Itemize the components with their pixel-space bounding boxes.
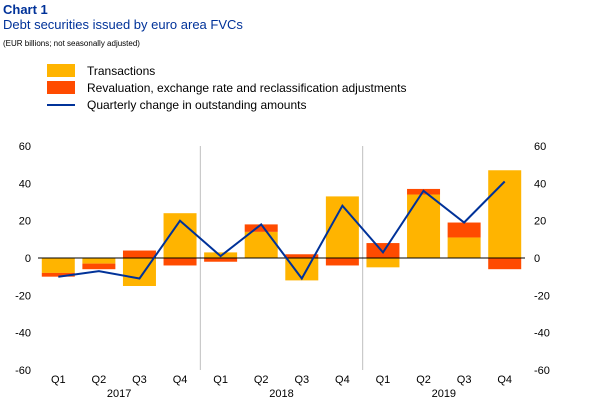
legend-swatch-transactions <box>47 64 75 77</box>
legend-label-quarterly-change: Quarterly change in outstanding amounts <box>87 97 307 112</box>
x-tick-label: Q1 <box>213 374 228 386</box>
bar-revaluation <box>122 250 156 258</box>
y-tick-label-left: -60 <box>15 365 31 377</box>
bar-revaluation <box>163 258 197 266</box>
bar-revaluation <box>244 224 278 232</box>
bar-transactions <box>41 258 75 273</box>
y-tick-label-right: 60 <box>534 141 546 153</box>
bar-transactions <box>407 194 441 258</box>
bar-revaluation <box>41 272 75 277</box>
legend-item-transactions: Transactions <box>47 62 407 79</box>
legend-swatch-revaluation <box>47 81 75 94</box>
y-tick-label-right: -40 <box>534 328 550 340</box>
bar-revaluation <box>488 258 522 270</box>
chart-title: Debt securities issued by euro area FVCs <box>3 17 243 32</box>
y-tick-label-left: 40 <box>19 178 31 190</box>
chart-header: Chart 1 Debt securities issued by euro a… <box>3 2 243 48</box>
y-tick-label-left: 20 <box>19 216 31 228</box>
bar-transactions <box>488 170 522 258</box>
x-tick-label: Q2 <box>254 374 269 386</box>
x-tick-label: Q3 <box>132 374 147 386</box>
x-tick-label: Q3 <box>294 374 309 386</box>
bar-revaluation <box>285 254 319 258</box>
y-tick-label-left: -40 <box>15 328 31 340</box>
legend-item-revaluation: Revaluation, exchange rate and reclassif… <box>47 79 407 96</box>
legend-item-quarterly-change: Quarterly change in outstanding amounts <box>47 96 407 113</box>
bar-revaluation <box>82 263 116 270</box>
y-tick-label-right: -60 <box>534 365 550 377</box>
y-tick-label-left: -20 <box>15 290 31 302</box>
x-tick-label: Q2 <box>92 374 107 386</box>
x-year-label: 2019 <box>432 388 456 400</box>
x-tick-label: Q4 <box>335 374 350 386</box>
y-tick-label-left: 60 <box>19 141 31 153</box>
legend-swatch-line <box>47 103 75 106</box>
x-year-label: 2018 <box>269 388 293 400</box>
x-tick-label: Q1 <box>51 374 66 386</box>
y-tick-label-left: 0 <box>25 253 31 265</box>
legend: Transactions Revaluation, exchange rate … <box>47 62 407 113</box>
bar-revaluation <box>447 222 481 238</box>
legend-label-revaluation: Revaluation, exchange rate and reclassif… <box>87 80 407 95</box>
y-tick-label-right: 0 <box>534 253 540 265</box>
bar-transactions <box>244 231 278 258</box>
x-tick-label: Q3 <box>457 374 472 386</box>
bar-transactions <box>366 258 400 268</box>
bar-revaluation <box>204 258 238 262</box>
chart-subtitle: (EUR billions; not seasonally adjusted) <box>3 39 140 48</box>
legend-label-transactions: Transactions <box>87 63 156 78</box>
x-tick-label: Q1 <box>376 374 391 386</box>
y-tick-label-right: 40 <box>534 178 546 190</box>
y-tick-label-right: -20 <box>534 290 550 302</box>
bar-revaluation <box>366 243 400 258</box>
x-tick-label: Q4 <box>497 374 512 386</box>
bar-transactions <box>447 237 481 258</box>
x-tick-label: Q2 <box>416 374 431 386</box>
bar-transactions <box>82 258 116 264</box>
chart-number: Chart 1 <box>3 2 48 17</box>
x-tick-label: Q4 <box>173 374 188 386</box>
bar-revaluation <box>325 258 359 266</box>
line-quarterly-change <box>58 180 506 281</box>
y-tick-label-right: 20 <box>534 216 546 228</box>
x-year-label: 2017 <box>107 388 131 400</box>
